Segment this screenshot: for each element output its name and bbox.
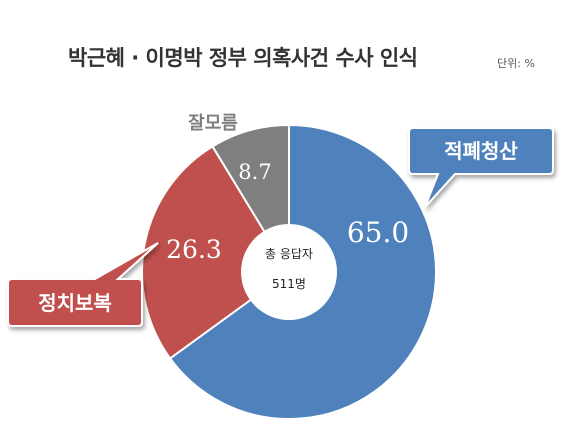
callout-cleanup [408,127,554,208]
value-label-cleanup: 65.0 [347,216,409,249]
legend-label-unknown: 잘모름 [188,113,238,134]
slice-revenge [141,145,291,360]
callout-revenge [7,242,159,327]
legend-label-revenge: 정치보복 [38,291,112,315]
donut-hole [241,224,337,320]
chart-title: 박근혜 · 이명박 정부 의혹사건 수사 인식 [68,46,418,70]
center-label-title: 총 응답자 [265,247,313,261]
value-label-unknown: 8.7 [238,160,271,184]
center-label-count: 511명 [272,277,306,291]
value-label-revenge: 26.3 [166,235,222,264]
legend-label-cleanup: 적폐청산 [444,139,518,163]
unit-label: 단위: % [497,57,535,70]
